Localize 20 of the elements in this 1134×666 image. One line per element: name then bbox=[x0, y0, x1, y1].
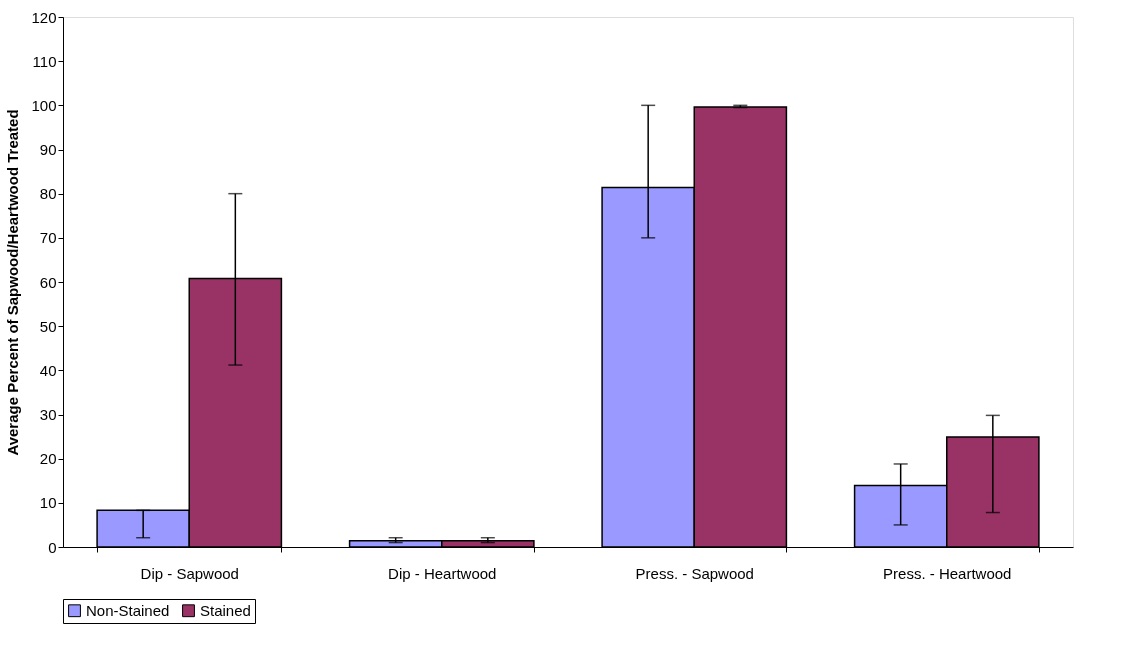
x-tick-label: Press. - Heartwood bbox=[883, 564, 1012, 582]
y-axis-title: Average Percent of Sapwood/Heartwood Treated bbox=[4, 109, 22, 456]
y-tick-label: 30 bbox=[39, 406, 57, 423]
y-tick-label: 70 bbox=[39, 229, 57, 247]
legend-label: Stained bbox=[200, 601, 251, 619]
y-tick-label: 100 bbox=[31, 96, 57, 114]
y-tick-label: 20 bbox=[39, 450, 57, 468]
x-tick-label: Dip - Sapwood bbox=[140, 564, 239, 582]
y-tick-label: 110 bbox=[32, 52, 57, 70]
y-tick-label: 60 bbox=[39, 273, 57, 291]
x-tick-label: Press. - Sapwood bbox=[635, 564, 754, 582]
y-tick-label: 0 bbox=[48, 538, 57, 556]
y-tick-label: 40 bbox=[39, 361, 57, 379]
y-tick-label: 120 bbox=[31, 8, 57, 26]
y-tick-label: 10 bbox=[39, 494, 57, 512]
y-tick-label: 50 bbox=[39, 317, 57, 335]
legend-label: Non-Stained bbox=[86, 601, 170, 619]
x-tick-label: Dip - Heartwood bbox=[388, 564, 497, 582]
y-tick-label: 90 bbox=[39, 141, 57, 158]
y-tick-label: 80 bbox=[39, 185, 57, 203]
